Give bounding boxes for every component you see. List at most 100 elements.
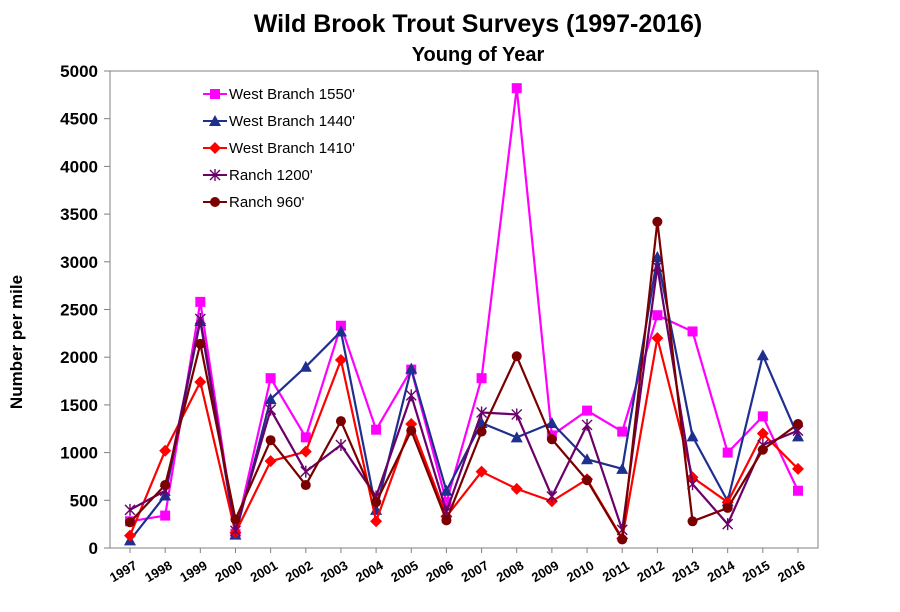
data-point: [124, 503, 136, 516]
y-tick-label: 3000: [60, 253, 98, 272]
data-point: [476, 373, 487, 384]
x-tick-label: 2016: [775, 558, 808, 585]
legend-marker: [209, 169, 221, 181]
legend-marker: [209, 115, 221, 126]
x-tick-label: 2002: [283, 558, 316, 585]
data-point: [406, 425, 417, 436]
series-line: [129, 220, 799, 541]
legend: West Branch 1550' West Branch 1440' West B…: [203, 86, 355, 211]
x-tick-label: 2009: [529, 558, 562, 585]
data-point: [264, 393, 277, 405]
x-tick-label: 2003: [318, 558, 351, 585]
data-point: [229, 524, 241, 537]
x-tick-label: 2006: [423, 558, 456, 585]
data-point: [756, 427, 769, 440]
y-tick-label: 4500: [60, 110, 98, 129]
data-point: [687, 326, 698, 337]
y-tick-label: 1000: [60, 444, 98, 463]
x-tick-label: 2014: [705, 557, 738, 585]
data-point: [125, 517, 135, 528]
x-tick-label: 2011: [600, 558, 632, 585]
data-point: [757, 444, 768, 455]
data-point: [264, 455, 277, 468]
data-point: [651, 260, 663, 273]
data-point: [194, 313, 206, 326]
y-tick-label: 5000: [60, 62, 98, 81]
data-point: [160, 480, 171, 491]
data-point: [686, 430, 699, 442]
data-point: [265, 373, 276, 384]
data-point: [230, 514, 241, 525]
series-line: [129, 265, 799, 532]
data-point: [124, 529, 136, 542]
x-tick-label: 2012: [634, 558, 667, 585]
data-point: [371, 497, 382, 508]
data-point: [476, 426, 487, 437]
data-point: [300, 465, 312, 478]
data-point: [476, 406, 488, 419]
legend-label: West Branch 1410': [229, 140, 355, 157]
data-point: [687, 516, 698, 527]
data-point: [195, 338, 206, 349]
data-point: [581, 453, 594, 465]
series-4: [125, 216, 803, 545]
x-tick-label: 2008: [494, 558, 527, 585]
data-point: [475, 465, 488, 478]
data-point: [581, 418, 593, 431]
x-tick-label: 2005: [388, 558, 421, 585]
data-point: [405, 389, 417, 402]
data-point: [300, 432, 311, 443]
data-point: [652, 216, 663, 227]
data-point: [300, 480, 311, 491]
series-layer: [124, 83, 804, 546]
x-tick-label: 2004: [353, 557, 386, 585]
data-point: [546, 490, 558, 503]
x-tick-label: 1997: [107, 558, 140, 585]
data-point: [651, 251, 664, 263]
y-tick-label: 2000: [60, 348, 98, 367]
y-axis-label: Number per mile: [7, 275, 26, 409]
x-tick-label: 2015: [740, 558, 773, 585]
x-tick-label: 1999: [177, 558, 210, 585]
data-point: [370, 515, 383, 528]
data-point: [334, 354, 347, 367]
data-point: [722, 447, 733, 458]
chart-subtitle: Young of Year: [412, 44, 545, 66]
y-tick-label: 4000: [60, 157, 98, 176]
x-tick-label: 2000: [212, 558, 245, 585]
y-tick-label: 1500: [60, 396, 98, 415]
data-point: [194, 376, 207, 389]
data-point: [299, 360, 312, 372]
data-point: [335, 438, 347, 451]
legend-label: Ranch 1200': [229, 167, 313, 184]
data-point: [160, 510, 171, 521]
data-point: [159, 444, 172, 457]
data-point: [617, 426, 628, 437]
data-point: [265, 403, 277, 416]
legend-label: Ranch 960': [229, 194, 305, 211]
x-tick-label: 2007: [459, 558, 492, 585]
chart-title: Wild Brook Trout Surveys (1997-2016): [254, 10, 703, 38]
data-point: [405, 362, 418, 374]
data-point: [511, 351, 522, 362]
data-point: [510, 431, 523, 443]
x-tick-label: 2010: [564, 558, 597, 585]
y-tick-label: 500: [70, 491, 98, 510]
data-point: [195, 296, 206, 307]
data-point: [546, 434, 557, 445]
data-point: [371, 424, 382, 435]
data-point: [510, 482, 523, 495]
y-tick-label: 3500: [60, 205, 98, 224]
x-tick-label: 2013: [669, 558, 702, 585]
data-point: [756, 349, 769, 361]
data-point: [792, 462, 804, 475]
data-point: [334, 325, 347, 337]
data-point: [652, 310, 663, 321]
x-axis: 1997 1998 1999 2000 2001 2002 2003 2004 2005 2006…: [107, 548, 808, 585]
x-tick-label: 1998: [142, 558, 175, 585]
y-tick-label: 2500: [60, 301, 98, 320]
legend-marker: [210, 89, 220, 99]
data-point: [582, 475, 593, 486]
data-point: [617, 534, 628, 545]
